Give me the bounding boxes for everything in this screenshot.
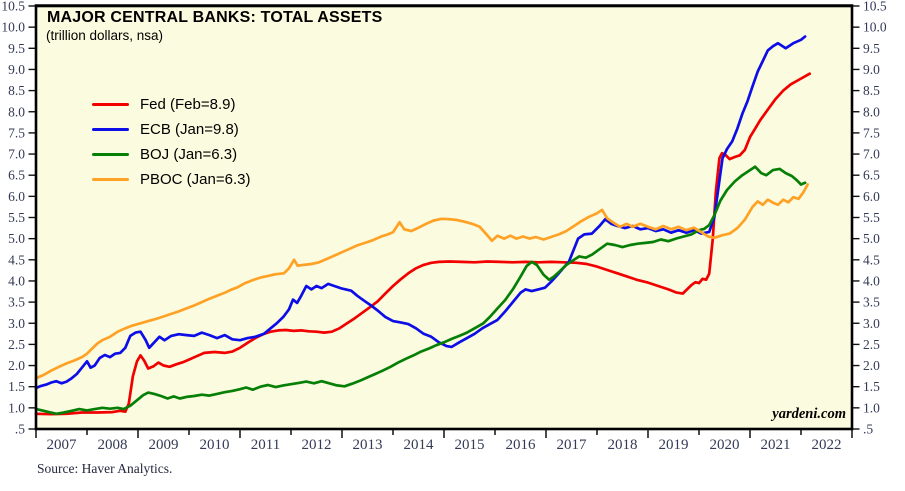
- legend-item-pboc: PBOC (Jan=6.3): [92, 167, 250, 192]
- pboc-series-line: [34, 183, 809, 380]
- chart-title: MAJOR CENTRAL BANKS: TOTAL ASSETS: [47, 9, 383, 26]
- y-axis-label-left: 4.5: [8, 252, 25, 267]
- watermark-yardeni: yardeni.com: [772, 406, 846, 422]
- y-axis-label-left: 6.0: [8, 189, 25, 204]
- y-axis-label-right: 6.0: [863, 189, 880, 204]
- y-axis-label-right: 4.5: [863, 252, 880, 267]
- x-axis-year-label: 2019: [659, 437, 689, 453]
- ecb-series-line: [34, 35, 807, 390]
- legend-item-ecb: ECB (Jan=9.8): [92, 117, 250, 142]
- y-axis-label-left: 6.5: [8, 168, 25, 183]
- y-axis-label-left: 7.0: [8, 147, 25, 162]
- chart-subtitle: (trillion dollars, nsa): [46, 28, 164, 43]
- y-axis-label-left: 1.5: [8, 379, 25, 394]
- y-axis-label-right: 3.0: [863, 316, 880, 331]
- y-axis-label-right: 2.0: [863, 358, 880, 373]
- x-axis-year-label: 2007: [47, 437, 78, 453]
- x-axis-year-label: 2021: [761, 437, 791, 453]
- x-axis-year-label: 2015: [455, 437, 485, 453]
- y-axis-label-left: 9.0: [8, 62, 25, 77]
- legend-item-boj: BOJ (Jan=6.3): [92, 142, 250, 167]
- y-axis-label-left: 7.5: [8, 125, 25, 140]
- legend: Fed (Feb=8.9) ECB (Jan=9.8) BOJ (Jan=6.3…: [92, 92, 250, 192]
- boj-line-swatch: [92, 152, 129, 157]
- y-axis-label-left: 8.0: [8, 104, 25, 119]
- legend-item-fed: Fed (Feb=8.9): [92, 92, 250, 117]
- y-axis-label-right: 9.5: [863, 41, 880, 56]
- y-axis-label-left: 5.5: [8, 210, 25, 225]
- legend-label-ecb: ECB (Jan=9.8): [140, 121, 239, 138]
- x-axis-year-label: 2011: [251, 437, 280, 453]
- y-axis-label-right: 7.5: [863, 125, 880, 140]
- y-axis-label-right: 4.0: [863, 273, 880, 288]
- y-axis-label-left: 9.5: [8, 41, 25, 56]
- y-axis-label-right: 5.5: [863, 210, 880, 225]
- x-axis-year-label: 2016: [506, 437, 537, 453]
- y-axis-label-left: 2.5: [8, 337, 25, 352]
- y-axis-label-left: .5: [15, 422, 25, 437]
- y-axis-label-right: 6.5: [863, 168, 880, 183]
- source-note: Source: Haver Analytics.: [37, 461, 173, 476]
- y-axis-label-right: 1.0: [863, 400, 880, 415]
- boj-series-line: [34, 165, 807, 416]
- y-axis-label-left: 1.0: [8, 400, 25, 415]
- legend-label-pboc: PBOC (Jan=6.3): [140, 171, 251, 188]
- y-axis-label-right: .5: [863, 422, 873, 437]
- y-axis-label-left: 5.0: [8, 231, 25, 246]
- x-axis-year-label: 2017: [557, 437, 588, 453]
- y-axis-label-right: 7.0: [863, 147, 880, 162]
- fed-line-swatch: [92, 102, 129, 107]
- plot-border: [34, 4, 854, 431]
- y-axis-label-right: 3.5: [863, 295, 880, 310]
- ecb-line-swatch: [92, 127, 129, 132]
- x-axis-year-label: 2013: [353, 437, 383, 453]
- y-axis-label-left: 3.0: [8, 316, 25, 331]
- y-axis-label-right: 9.0: [863, 62, 880, 77]
- x-axis-year-label: 2014: [404, 437, 435, 453]
- legend-label-boj: BOJ (Jan=6.3): [140, 146, 238, 163]
- x-axis-year-label: 2010: [200, 437, 230, 453]
- y-axis-label-right: 8.0: [863, 104, 880, 119]
- y-axis-label-left: 2.0: [8, 358, 25, 373]
- y-axis-label-right: 2.5: [863, 337, 880, 352]
- y-axis-label-left: 10.0: [1, 20, 25, 35]
- x-axis-year-label: 2012: [302, 437, 332, 453]
- x-axis-year-label: 2020: [710, 437, 740, 453]
- y-axis-label-right: 1.5: [863, 379, 880, 394]
- y-axis-label-right: 5.0: [863, 231, 880, 246]
- y-axis-label-left: 3.5: [8, 295, 25, 310]
- x-axis-year-label: 2008: [98, 437, 128, 453]
- x-axis-year-label: 2022: [812, 437, 842, 453]
- y-axis-label-left: 4.0: [8, 273, 25, 288]
- y-axis-label-left: 8.5: [8, 83, 25, 98]
- x-axis-year-label: 2018: [608, 437, 638, 453]
- legend-label-fed: Fed (Feb=8.9): [140, 96, 236, 113]
- y-axis-label-right: 8.5: [863, 83, 880, 98]
- plot-background: [36, 6, 852, 429]
- y-axis-label-right: 10.0: [863, 20, 887, 35]
- pboc-line-swatch: [92, 177, 129, 182]
- y-axis-label-left: 10.5: [1, 0, 25, 14]
- x-axis-year-label: 2009: [149, 437, 179, 453]
- y-axis-label-right: 10.5: [863, 0, 887, 14]
